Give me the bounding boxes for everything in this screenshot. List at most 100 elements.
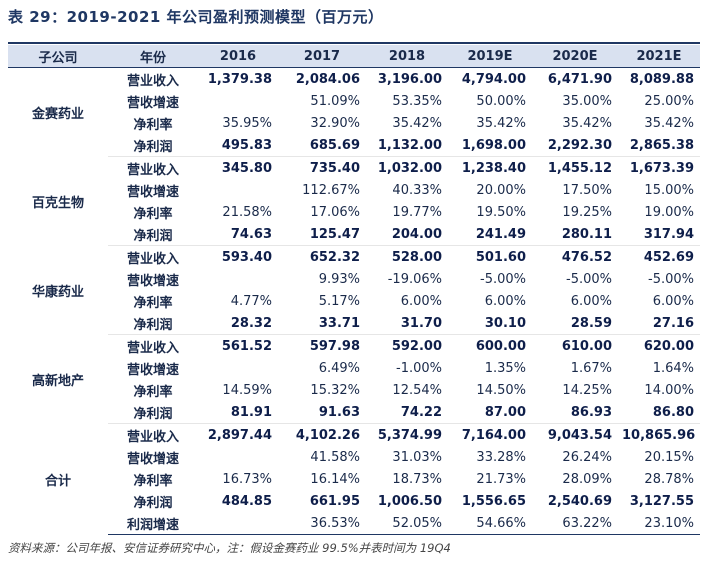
value-cell: 40.33% bbox=[392, 182, 442, 198]
value-cell: 610.00 bbox=[561, 338, 612, 354]
value-cell bbox=[198, 268, 278, 290]
value-cell: 1.35% bbox=[484, 360, 526, 376]
value-cell: 35.42% bbox=[562, 115, 612, 131]
value-cell bbox=[198, 357, 278, 379]
value-cell: 50.00% bbox=[476, 93, 526, 109]
header-2021e: 2021E bbox=[618, 45, 700, 68]
value-cell: 14.50% bbox=[476, 382, 526, 398]
value-cell: 2,292.30 bbox=[532, 134, 618, 157]
value-cell: 21.73% bbox=[476, 471, 526, 487]
value-cell: 600.00 bbox=[475, 338, 526, 354]
metric-label: 净利率 bbox=[133, 206, 173, 222]
value-cell: 14.00% bbox=[644, 382, 694, 398]
metric-label: 净利润 bbox=[108, 401, 198, 424]
header-2018: 2018 bbox=[366, 45, 448, 68]
metric-label: 营收增速 bbox=[126, 273, 179, 289]
value-cell: 685.69 bbox=[278, 134, 366, 157]
value-cell: 1,455.12 bbox=[547, 160, 612, 176]
table-row: 净利润 484.85 661.95 1,006.50 1,556.65 2,540.69 3… bbox=[8, 490, 700, 512]
value-cell: 6.00% bbox=[570, 293, 612, 309]
value-cell: 35.95% bbox=[222, 115, 272, 131]
company-name: 金赛药业 bbox=[31, 106, 84, 122]
metric-label: 营收增速 bbox=[126, 362, 179, 378]
header-2020e: 2020E bbox=[532, 45, 618, 68]
table-row: 净利率 16.73% 16.14% 18.73% 21.73% 28.09% 28.78% bbox=[8, 468, 700, 490]
value-cell: 6.00% bbox=[400, 293, 442, 309]
metric-label: 净利率 bbox=[133, 384, 173, 400]
value-cell: 27.16 bbox=[618, 312, 700, 335]
value-cell: 17.06% bbox=[310, 204, 360, 220]
value-cell: 2,897.44 bbox=[207, 427, 272, 443]
value-cell: 10,865.96 bbox=[622, 427, 696, 443]
table-row: 营收增速 6.49% -1.00% 1.35% 1.67% 1.64% bbox=[8, 357, 700, 379]
table-row: 营收增速 112.67% 40.33% 20.00% 17.50% 15.00% bbox=[8, 179, 700, 201]
value-cell: 1,238.40 bbox=[461, 160, 526, 176]
value-cell: 35.42% bbox=[476, 115, 526, 131]
value-cell: 6.49% bbox=[318, 360, 360, 376]
value-cell: -19.06% bbox=[387, 271, 442, 287]
metric-label: 营业收入 bbox=[126, 251, 179, 267]
value-cell: 5.17% bbox=[318, 293, 360, 309]
value-cell: 12.54% bbox=[392, 382, 442, 398]
value-cell: 19.00% bbox=[644, 204, 694, 220]
value-cell: 501.60 bbox=[475, 249, 526, 265]
value-cell bbox=[198, 446, 278, 468]
company-name: 百克生物 bbox=[31, 195, 84, 211]
value-cell: 112.67% bbox=[302, 182, 360, 198]
value-cell: 1,673.39 bbox=[629, 160, 694, 176]
value-cell: 19.50% bbox=[476, 204, 526, 220]
value-cell: 25.00% bbox=[644, 93, 694, 109]
value-cell: 592.00 bbox=[391, 338, 442, 354]
table-title: 表 29：2019-2021 年公司盈利预测模型（百万元） bbox=[8, 8, 384, 26]
value-cell: 15.00% bbox=[644, 182, 694, 198]
metric-label: 营收增速 bbox=[126, 451, 179, 467]
company-name: 合计 bbox=[44, 473, 71, 489]
value-cell: 19.77% bbox=[392, 204, 442, 220]
value-cell: 33.28% bbox=[476, 449, 526, 465]
metric-label: 营业收入 bbox=[126, 340, 179, 356]
value-cell: 452.69 bbox=[643, 249, 694, 265]
value-cell bbox=[198, 512, 278, 535]
value-cell: 561.52 bbox=[221, 338, 272, 354]
metric-label: 净利率 bbox=[133, 473, 173, 489]
table-row: 净利率 14.59% 15.32% 12.54% 14.50% 14.25% 14.00% bbox=[8, 379, 700, 401]
header-row: 子公司 年份 2016 2017 2018 2019E 2020E 2021E bbox=[8, 45, 700, 68]
value-cell: 9.93% bbox=[318, 271, 360, 287]
value-cell: 28.59 bbox=[532, 312, 618, 335]
value-cell: 33.71 bbox=[278, 312, 366, 335]
value-cell: 652.32 bbox=[309, 249, 360, 265]
table-row: 营收增速 41.58% 31.03% 33.28% 26.24% 20.15% bbox=[8, 446, 700, 468]
value-cell: 2,084.06 bbox=[295, 71, 360, 87]
value-cell: 661.95 bbox=[309, 493, 360, 509]
value-cell: 35.42% bbox=[644, 115, 694, 131]
header-2017: 2017 bbox=[278, 45, 366, 68]
value-cell: 51.09% bbox=[310, 93, 360, 109]
value-cell: 345.80 bbox=[221, 160, 272, 176]
value-cell: 36.53% bbox=[278, 512, 366, 535]
value-cell: 32.90% bbox=[310, 115, 360, 131]
header-2019e: 2019E bbox=[448, 45, 532, 68]
value-cell: 28.09% bbox=[562, 471, 612, 487]
value-cell: 620.00 bbox=[643, 338, 694, 354]
value-cell: 593.40 bbox=[221, 249, 272, 265]
value-cell: 1,698.00 bbox=[448, 134, 532, 157]
table-row: 合计 营业收入 2,897.44 4,102.26 5,374.99 7,164.00 9,… bbox=[8, 424, 700, 489]
value-cell: 3,196.00 bbox=[377, 71, 442, 87]
value-cell: 23.10% bbox=[618, 512, 700, 535]
value-cell: 1,379.38 bbox=[207, 71, 272, 87]
value-cell: 87.00 bbox=[448, 401, 532, 424]
value-cell: 597.98 bbox=[309, 338, 360, 354]
value-cell: 74.63 bbox=[198, 223, 278, 246]
metric-label: 净利润 bbox=[108, 223, 198, 246]
value-cell: 4,794.00 bbox=[461, 71, 526, 87]
value-cell: 280.11 bbox=[532, 223, 618, 246]
company-name: 华康药业 bbox=[31, 284, 84, 300]
title-rule bbox=[8, 42, 700, 44]
table-row: 净利润 74.63 125.47 204.00 241.49 280.11 317.94 bbox=[8, 223, 700, 246]
value-cell: 54.66% bbox=[448, 512, 532, 535]
table-row: 净利率 4.77% 5.17% 6.00% 6.00% 6.00% 6.00% bbox=[8, 290, 700, 312]
table-row: 华康药业 营业收入 593.40 652.32 528.00 501.60 476.52 45… bbox=[8, 246, 700, 300]
value-cell: 15.32% bbox=[310, 382, 360, 398]
value-cell: 484.85 bbox=[221, 493, 272, 509]
source-note: 资料来源：公司年报、安信证券研究中心，注：假设金赛药业 99.5%并表时间为 1… bbox=[8, 541, 451, 555]
